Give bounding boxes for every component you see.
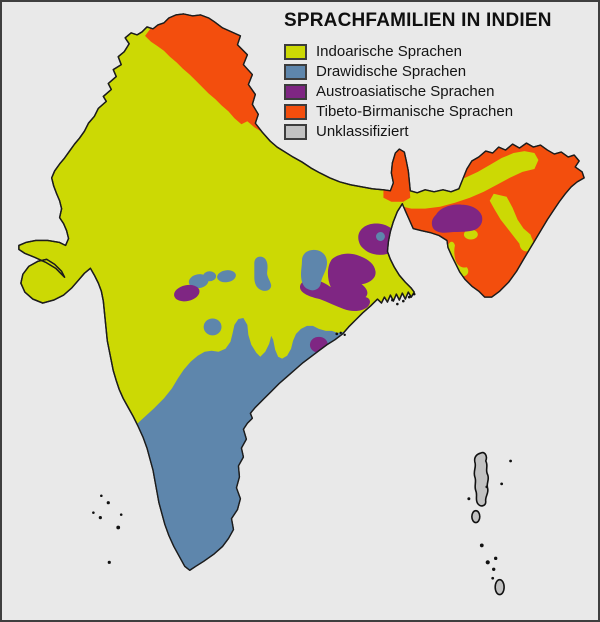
legend-swatch-austroasiatic [284,83,307,100]
region-brahmaputra-valley [403,151,539,209]
legend-item-tibeto-burman: Tibeto-Birmanische Sprachen [284,103,552,120]
legend-label-austroasiatic: Austroasiatische Sprachen [316,83,495,100]
dravidian-spot-bengal [375,232,385,241]
region-austroasiatic-chotanagpur [300,253,376,312]
legend-swatch-indo-aryan [284,43,307,60]
legend-item-dravidian: Drawidische Sprachen [284,63,552,80]
map-title: SPRACHFAMILIEN IN INDIEN [284,10,552,31]
andaman-main-island [473,451,490,507]
legend-item-austroasiatic: Austroasiatische Sprachen [284,83,552,100]
region-valley-southeast-arm [489,193,534,250]
region-sikkim-strip [383,147,411,202]
legend-label-dravidian: Drawidische Sprachen [316,63,467,80]
legend-label-unclassified: Unklassifiziert [316,123,409,140]
legend-swatch-tibeto-burman [284,103,307,120]
region-manipur-valley [519,235,534,252]
nicobar-island [494,578,505,596]
region-himalaya-strip [145,13,263,133]
small-island-dots [92,292,512,580]
little-andaman-island [471,509,481,524]
legend: SPRACHFAMILIEN IN INDIEN Indoarische Spr… [284,10,552,143]
legend-label-tibeto-burman: Tibeto-Birmanische Sprachen [316,103,514,120]
legend-item-unclassified: Unklassifiziert [284,123,552,140]
legend-item-indo-aryan: Indoarische Sprachen [284,43,552,60]
region-austroasiatic-meghalaya [431,204,483,233]
legend-label-indo-aryan: Indoarische Sprachen [316,43,462,60]
legend-swatch-dravidian [284,63,307,80]
andaman-nicobar-islands [471,451,505,596]
india-outline [18,13,585,571]
region-meghalaya-east-pocket [463,229,478,240]
dravidian-enclaves [188,249,328,336]
legend-swatch-unclassified [284,123,307,140]
